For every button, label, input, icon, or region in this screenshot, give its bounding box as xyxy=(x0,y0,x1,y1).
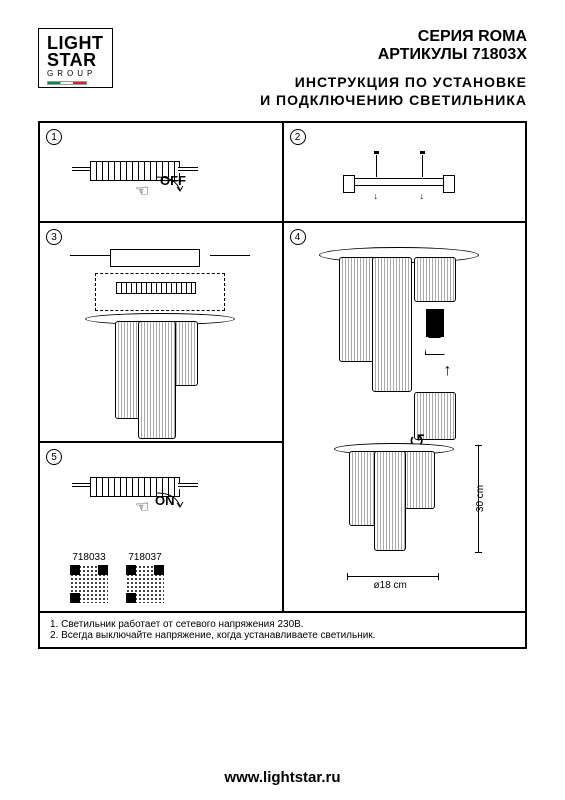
qr-code-icon xyxy=(126,565,164,603)
articles-label: АРТИКУЛЫ 71803X xyxy=(260,46,527,64)
hand-icon: ☜ xyxy=(135,181,149,201)
step-3: 3 xyxy=(39,222,283,442)
logo-group: GROUP xyxy=(47,70,104,78)
header: LIGHT STAR GROUP СЕРИЯ ROMA АРТИКУЛЫ 718… xyxy=(38,28,527,109)
height-label: 30 cm xyxy=(475,485,486,512)
step-1: 1 ☜ OFF xyxy=(39,122,283,222)
down-arrow-icon: ↓ xyxy=(374,191,379,201)
lamp-insert-diagram: ↑ ↺ xyxy=(314,247,494,447)
qr-code-label: 718033 xyxy=(70,552,108,563)
up-arrow-icon: ↑ xyxy=(444,362,452,380)
step-number: 3 xyxy=(46,229,62,245)
italy-flag-icon xyxy=(47,81,87,85)
wiring-detail-icon xyxy=(95,273,225,311)
wire-right-icon xyxy=(178,483,198,489)
notes: 1. Светильник работает от сетевого напря… xyxy=(39,612,526,648)
logo-line2: STAR xyxy=(47,52,104,69)
cylinder-icon xyxy=(401,451,435,509)
cylinder-top-icon xyxy=(414,257,456,302)
step-number: 2 xyxy=(290,129,306,145)
step-number: 5 xyxy=(46,449,62,465)
page: LIGHT STAR GROUP СЕРИЯ ROMA АРТИКУЛЫ 718… xyxy=(0,0,565,800)
footer-url: www.lightstar.ru xyxy=(0,769,565,786)
terminal-small-icon xyxy=(116,282,196,294)
screw-line-icon xyxy=(70,255,110,256)
step-number: 1 xyxy=(46,129,62,145)
screw-line-icon xyxy=(210,255,250,256)
step-5: 5 ☜ ON 718033 718037 xyxy=(39,442,283,612)
diameter-line-icon xyxy=(347,576,439,577)
cylinder-icon xyxy=(374,451,406,551)
on-label: ON xyxy=(155,493,175,508)
title-line1: ИНСТРУКЦИЯ ПО УСТАНОВКЕ xyxy=(260,74,527,92)
bracket-top-icon xyxy=(110,249,200,267)
screw-icon xyxy=(422,155,424,177)
wire-left-icon xyxy=(72,483,92,489)
step-2: 2 ↓ ↓ xyxy=(283,122,527,222)
screw-icon xyxy=(376,155,378,177)
off-label: OFF xyxy=(160,173,186,188)
cylinder-icon xyxy=(138,321,176,439)
dimensions-diagram: 30 cm ø18 cm xyxy=(319,443,489,583)
steps-grid: 1 ☜ OFF 2 ↓ ↓ 3 xyxy=(38,121,527,649)
qr-row: 718033 718037 xyxy=(70,552,164,603)
logo: LIGHT STAR GROUP xyxy=(38,28,113,88)
wire-left-icon xyxy=(72,167,92,173)
bracket-bar-icon xyxy=(344,178,454,186)
note-1: 1. Светильник работает от сетевого напря… xyxy=(50,619,515,630)
down-arrow-icon: ↓ xyxy=(420,191,425,201)
step-4: 4 ↑ ↺ 30 cm ø18 cm xyxy=(283,222,527,612)
hand-icon: ☜ xyxy=(135,497,149,517)
qr-code-label: 718037 xyxy=(126,552,164,563)
series-label: СЕРИЯ ROMA xyxy=(260,28,527,46)
qr-code-icon xyxy=(70,565,108,603)
socket-icon xyxy=(426,309,444,337)
header-text: СЕРИЯ ROMA АРТИКУЛЫ 71803X ИНСТРУКЦИЯ ПО… xyxy=(260,28,527,109)
bulb-icon xyxy=(425,337,445,355)
step-number: 4 xyxy=(290,229,306,245)
bracket-diagram: ↓ ↓ xyxy=(344,153,454,203)
title-line2: И ПОДКЛЮЧЕНИЮ СВЕТИЛЬНИКА xyxy=(260,92,527,110)
note-2: 2. Всегда выключайте напряжение, когда у… xyxy=(50,630,515,641)
cylinder-icon xyxy=(372,257,412,392)
mounting-diagram xyxy=(70,249,250,429)
qr-item: 718037 xyxy=(126,552,164,603)
diameter-label: ø18 cm xyxy=(374,580,407,591)
qr-item: 718033 xyxy=(70,552,108,603)
